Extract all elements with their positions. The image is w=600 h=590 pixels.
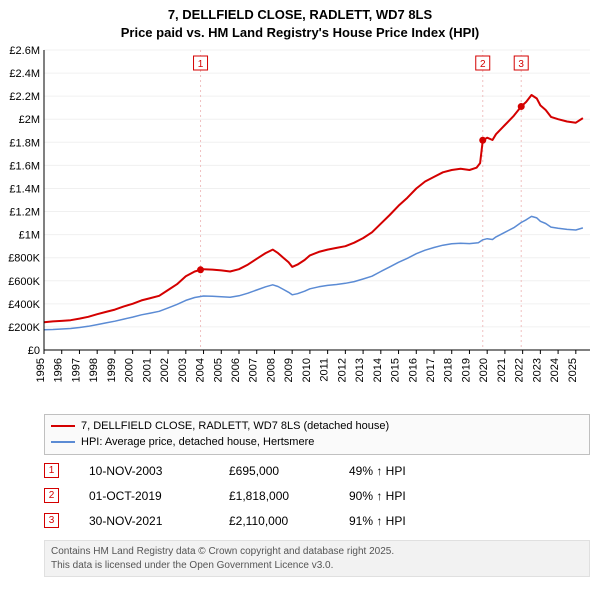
svg-text:1999: 1999	[106, 358, 118, 382]
svg-text:2000: 2000	[124, 358, 136, 382]
sale-price-2: £1,818,000	[229, 489, 349, 503]
svg-text:£2.2M: £2.2M	[9, 91, 40, 103]
svg-text:2020: 2020	[478, 358, 490, 382]
sale-date-3: 30-NOV-2021	[89, 514, 229, 528]
sale-vs-3: 91% ↑ HPI	[349, 514, 406, 528]
sale-price-3: £2,110,000	[229, 514, 349, 528]
svg-text:2016: 2016	[407, 358, 419, 382]
svg-text:2023: 2023	[531, 358, 543, 382]
svg-text:2005: 2005	[212, 358, 224, 382]
svg-text:£0: £0	[28, 345, 40, 357]
svg-text:2001: 2001	[141, 358, 153, 382]
svg-text:£2.6M: £2.6M	[9, 45, 40, 57]
svg-text:2006: 2006	[230, 358, 242, 382]
svg-text:2011: 2011	[319, 358, 331, 382]
svg-text:2009: 2009	[283, 358, 295, 382]
svg-text:2002: 2002	[159, 358, 171, 382]
svg-text:£1M: £1M	[19, 230, 40, 242]
credits-line-2: This data is licensed under the Open Gov…	[51, 559, 583, 573]
svg-text:2: 2	[480, 59, 486, 70]
svg-text:2015: 2015	[390, 358, 402, 382]
svg-text:2010: 2010	[301, 358, 313, 382]
svg-text:2013: 2013	[354, 358, 366, 382]
svg-text:2025: 2025	[567, 358, 579, 382]
sale-vs-2: 90% ↑ HPI	[349, 489, 406, 503]
svg-text:2019: 2019	[460, 358, 472, 382]
svg-text:2007: 2007	[248, 358, 260, 382]
chart-container: 7, DELLFIELD CLOSE, RADLETT, WD7 8LS Pri…	[0, 0, 600, 590]
sale-row-2: 2 01-OCT-2019 £1,818,000 90% ↑ HPI	[44, 483, 406, 508]
svg-text:£2.4M: £2.4M	[9, 68, 40, 80]
svg-text:£800K: £800K	[8, 253, 40, 265]
legend-row-subject: 7, DELLFIELD CLOSE, RADLETT, WD7 8LS (de…	[51, 418, 583, 434]
svg-text:2004: 2004	[195, 358, 207, 382]
svg-text:£1.6M: £1.6M	[9, 160, 40, 172]
sale-price-1: £695,000	[229, 464, 349, 478]
svg-text:2012: 2012	[336, 358, 348, 382]
svg-text:2014: 2014	[372, 358, 384, 382]
svg-text:2003: 2003	[177, 358, 189, 382]
legend-row-hpi: HPI: Average price, detached house, Hert…	[51, 434, 583, 450]
credits-line-1: Contains HM Land Registry data © Crown c…	[51, 545, 583, 559]
svg-text:£2M: £2M	[19, 114, 40, 126]
legend-label-hpi: HPI: Average price, detached house, Hert…	[81, 436, 314, 448]
svg-text:£1.8M: £1.8M	[9, 137, 40, 149]
credits: Contains HM Land Registry data © Crown c…	[44, 540, 590, 577]
svg-text:1998: 1998	[88, 358, 100, 382]
sale-marker-1: 1	[44, 463, 59, 478]
svg-text:2017: 2017	[425, 358, 437, 382]
svg-text:£200K: £200K	[8, 322, 40, 334]
sales-table: 1 10-NOV-2003 £695,000 49% ↑ HPI 2 01-OC…	[44, 458, 406, 533]
chart-svg: £0 £200K £400K £600K £800K £1M £1.2M £1.4M £1.6M…	[0, 44, 600, 410]
chart: £0 £200K £400K £600K £800K £1M £1.2M £1.4M £1.6M…	[0, 44, 600, 410]
svg-text:£1.2M: £1.2M	[9, 207, 40, 219]
title-line-2: Price paid vs. HM Land Registry's House …	[0, 24, 600, 42]
svg-text:3: 3	[518, 59, 524, 70]
legend: 7, DELLFIELD CLOSE, RADLETT, WD7 8LS (de…	[44, 414, 590, 455]
svg-text:2024: 2024	[549, 358, 561, 382]
svg-text:2018: 2018	[443, 358, 455, 382]
svg-text:1997: 1997	[70, 358, 82, 382]
sale-marker-2: 2	[44, 488, 59, 503]
sale-row-3: 3 30-NOV-2021 £2,110,000 91% ↑ HPI	[44, 508, 406, 533]
title-line-1: 7, DELLFIELD CLOSE, RADLETT, WD7 8LS	[0, 6, 600, 24]
legend-swatch-subject	[51, 425, 75, 427]
sale-date-1: 10-NOV-2003	[89, 464, 229, 478]
svg-text:1996: 1996	[53, 358, 65, 382]
title-block: 7, DELLFIELD CLOSE, RADLETT, WD7 8LS Pri…	[0, 0, 600, 41]
svg-text:£1.4M: £1.4M	[9, 183, 40, 195]
sale-vs-1: 49% ↑ HPI	[349, 464, 406, 478]
sale-row-1: 1 10-NOV-2003 £695,000 49% ↑ HPI	[44, 458, 406, 483]
svg-text:2008: 2008	[265, 358, 277, 382]
svg-text:£600K: £600K	[8, 276, 40, 288]
legend-swatch-hpi	[51, 441, 75, 443]
legend-label-subject: 7, DELLFIELD CLOSE, RADLETT, WD7 8LS (de…	[81, 420, 389, 432]
svg-text:2022: 2022	[514, 358, 526, 382]
sale-date-2: 01-OCT-2019	[89, 489, 229, 503]
svg-text:£400K: £400K	[8, 299, 40, 311]
sale-marker-3: 3	[44, 513, 59, 528]
svg-text:2021: 2021	[496, 358, 508, 382]
svg-text:1995: 1995	[35, 358, 47, 382]
svg-text:1: 1	[198, 59, 204, 70]
